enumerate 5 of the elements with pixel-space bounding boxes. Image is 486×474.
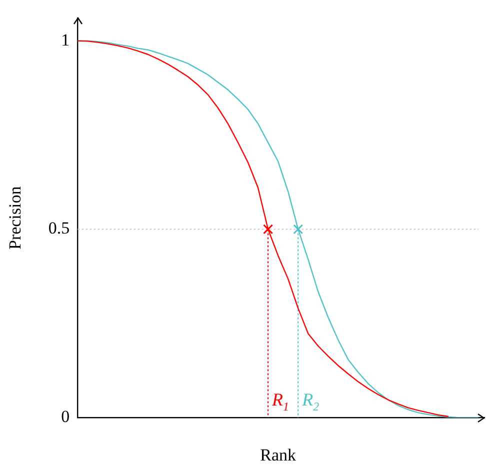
x-axis-title: Rank: [260, 445, 297, 464]
y-axis-title: Precision: [6, 186, 25, 250]
y-tick-label: 0.5: [48, 218, 70, 238]
y-tick-label: 0: [61, 407, 70, 426]
y-tick-label: 1: [61, 30, 70, 50]
